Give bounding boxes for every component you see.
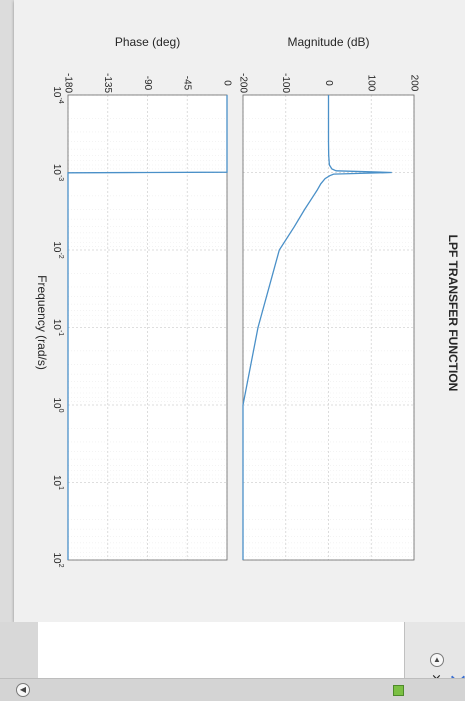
bottom-panel: ▲ × ◀ [0, 622, 465, 701]
status-bar: ◀ [0, 678, 465, 701]
figure-window: -200 -100 0 100 200 Magnitude (dB) -180 -135 -90… [14, 0, 465, 622]
frequency-tick-label: 102 [51, 552, 64, 567]
command-pane[interactable] [38, 622, 405, 679]
frequency-tick-label: 10-4 [51, 86, 64, 103]
bode-plot: -200 -100 0 100 200 Magnitude (dB) -180 -135 -90… [35, 35, 460, 567]
chart-title: LPF TRANSFER FUNCTION [446, 235, 460, 392]
phase-tick-label: -90 [142, 76, 153, 91]
frequency-tick-label: 101 [51, 475, 64, 490]
magnitude-tick-label: 200 [408, 75, 419, 92]
frequency-tick-label: 10-1 [51, 319, 64, 336]
status-indicator-icon [393, 685, 404, 696]
phase-tick-label: 0 [221, 80, 232, 86]
frequency-tick-label: 10-3 [51, 164, 64, 181]
phase-axis-label: Phase (deg) [115, 35, 180, 49]
frequency-tick-label: 100 [51, 397, 64, 412]
magnitude-series-line [242, 95, 392, 560]
frequency-tick-label: 10-2 [51, 241, 64, 258]
x-axis-label: Frequency (rad/s) [35, 275, 49, 370]
phase-series-line [67, 95, 228, 560]
phase-tick-label: -180 [62, 73, 73, 93]
scroll-left-icon[interactable]: ◀ [16, 683, 30, 697]
magnitude-tick-label: 100 [366, 75, 377, 92]
scroll-up-icon[interactable]: ▲ [430, 653, 444, 667]
phase-tick-label: -45 [182, 76, 193, 91]
magnitude-tick-label: 0 [323, 80, 334, 86]
magnitude-axis-label: Magnitude (dB) [287, 35, 369, 49]
magnitude-tick-label: -100 [280, 73, 291, 93]
magnitude-tick-label: -200 [237, 73, 248, 93]
phase-tick-label: -135 [102, 73, 113, 93]
